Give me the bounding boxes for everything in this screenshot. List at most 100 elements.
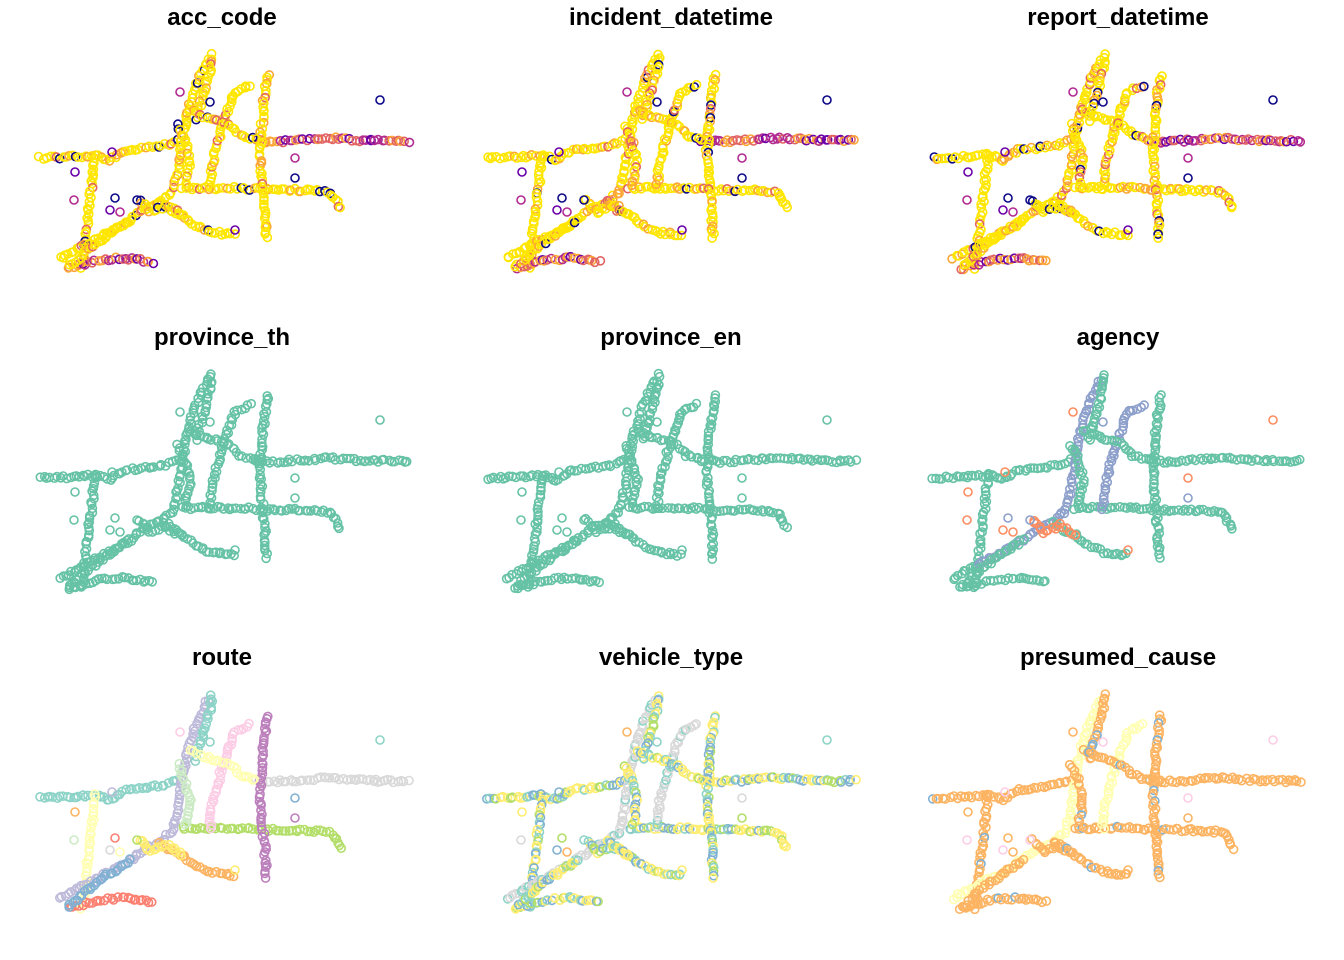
incident-point [570, 535, 580, 545]
incident-point [708, 841, 718, 851]
incident-point [516, 195, 526, 205]
incident-point [1114, 750, 1125, 761]
incident-point [1138, 504, 1148, 514]
incident-point [1003, 513, 1013, 523]
incident-point [1102, 115, 1112, 125]
incident-point [259, 213, 270, 224]
incident-point [1205, 454, 1216, 465]
incident-point [732, 184, 743, 195]
incident-point [232, 184, 242, 194]
incident-point [1073, 821, 1084, 832]
incident-point [707, 233, 717, 243]
incident-point [595, 782, 606, 792]
incident-point [577, 896, 588, 906]
incident-point [375, 415, 385, 425]
incident-point [174, 794, 184, 805]
incident-point [622, 727, 632, 737]
incident-point [1228, 844, 1239, 855]
incident-point [1025, 463, 1036, 473]
incident-point [535, 812, 546, 823]
incident-point [1184, 135, 1194, 145]
incident-point [937, 153, 947, 164]
incident-point [52, 793, 63, 803]
incident-point [579, 515, 589, 525]
incident-point [1076, 470, 1086, 480]
incident-point [1066, 529, 1077, 539]
incident-point [158, 781, 169, 791]
incident-point [128, 575, 139, 586]
incident-point [1077, 536, 1087, 546]
incident-point [524, 251, 535, 261]
incident-point [609, 200, 620, 210]
incident-point [709, 228, 719, 239]
incident-point [110, 833, 120, 843]
incident-point [1021, 144, 1032, 155]
incident-point [643, 418, 653, 428]
incident-point [1044, 844, 1054, 854]
incident-point [1025, 515, 1035, 525]
incident-point [212, 436, 222, 446]
incident-point [660, 457, 671, 467]
incident-point [1041, 255, 1051, 266]
incident-point [691, 719, 701, 729]
incident-point [1106, 869, 1117, 879]
map-panel: presumed_cause [927, 644, 1306, 915]
incident-point [1155, 553, 1165, 563]
incident-point [243, 502, 254, 512]
incident-point [177, 530, 187, 541]
panel-title: route [192, 644, 252, 671]
incident-point [184, 106, 194, 116]
incident-point [940, 794, 951, 804]
incident-point [662, 549, 672, 560]
incident-point [1116, 230, 1127, 240]
incident-point [1226, 202, 1237, 213]
incident-point [977, 509, 988, 520]
incident-point [1152, 854, 1163, 864]
incident-point [517, 487, 527, 497]
incident-point [533, 497, 544, 507]
incident-point [196, 502, 207, 513]
incident-point [1150, 119, 1161, 129]
incident-point [1103, 793, 1113, 804]
incident-point [256, 503, 267, 513]
incident-point [1103, 149, 1114, 160]
incident-point [753, 185, 763, 196]
incident-point [658, 756, 669, 766]
incident-point [978, 837, 988, 847]
incident-point [73, 791, 83, 802]
incident-point [1115, 502, 1125, 512]
incident-point [1065, 806, 1076, 816]
incident-point [110, 193, 120, 203]
incident-point [105, 525, 115, 535]
incident-point [652, 805, 663, 816]
incident-point [1122, 728, 1132, 738]
incident-point [518, 792, 529, 803]
incident-point [758, 507, 769, 517]
incident-point [541, 555, 551, 565]
incident-point [1083, 221, 1093, 231]
incident-point [115, 207, 125, 217]
incident-point [761, 772, 771, 782]
panel-title: province_th [154, 324, 290, 351]
incident-point [1210, 133, 1221, 143]
incident-point [121, 535, 132, 546]
incident-point [1103, 786, 1114, 797]
incident-point [290, 473, 300, 483]
incident-point [236, 451, 247, 461]
incident-point [290, 493, 300, 503]
incident-point [801, 774, 812, 784]
incident-point [247, 824, 258, 834]
incident-point [1089, 733, 1100, 743]
incident-point [616, 820, 627, 830]
incident-point [107, 787, 117, 797]
incident-point [218, 119, 228, 129]
incident-point [309, 827, 319, 837]
incident-point [196, 387, 206, 398]
incident-point [502, 793, 513, 803]
incident-point [248, 775, 258, 785]
incident-point [303, 456, 314, 466]
map-panel: agency [927, 324, 1305, 593]
incident-point [962, 515, 972, 525]
incident-point [1098, 113, 1108, 123]
incident-point [652, 64, 662, 75]
